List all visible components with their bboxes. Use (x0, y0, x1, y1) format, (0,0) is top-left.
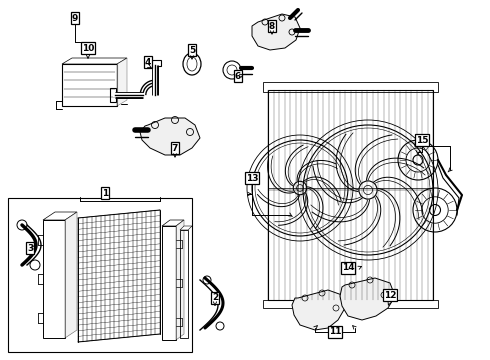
Polygon shape (340, 278, 395, 320)
Text: 6: 6 (235, 72, 241, 81)
Polygon shape (252, 14, 300, 50)
Polygon shape (140, 118, 200, 155)
Text: 13: 13 (246, 174, 258, 183)
Text: 15: 15 (416, 135, 428, 144)
Text: 3: 3 (27, 243, 33, 252)
Bar (149, 60, 161, 66)
Polygon shape (62, 58, 127, 64)
Text: 1: 1 (102, 189, 108, 198)
Bar (180, 230, 188, 338)
Text: 7: 7 (172, 144, 178, 153)
Text: 8: 8 (269, 22, 275, 31)
Bar (62, 64, 117, 106)
Text: 2: 2 (212, 293, 218, 302)
Bar (268, 90, 433, 300)
Text: 4: 4 (145, 58, 151, 67)
Bar (263, 82, 438, 92)
Bar (8, 198, 192, 352)
Bar (263, 300, 438, 308)
Polygon shape (65, 212, 77, 338)
Polygon shape (292, 290, 345, 330)
Text: 9: 9 (72, 14, 78, 23)
Bar (110, 88, 116, 102)
Text: 11: 11 (329, 328, 341, 337)
Text: 5: 5 (189, 45, 195, 54)
Text: 14: 14 (342, 264, 354, 273)
Polygon shape (180, 226, 192, 230)
Bar (43, 220, 65, 338)
Polygon shape (43, 212, 77, 220)
Polygon shape (162, 220, 184, 226)
Bar (162, 226, 176, 340)
Polygon shape (176, 220, 184, 340)
Polygon shape (117, 58, 127, 106)
Text: 12: 12 (384, 291, 396, 300)
Text: 10: 10 (82, 44, 94, 53)
